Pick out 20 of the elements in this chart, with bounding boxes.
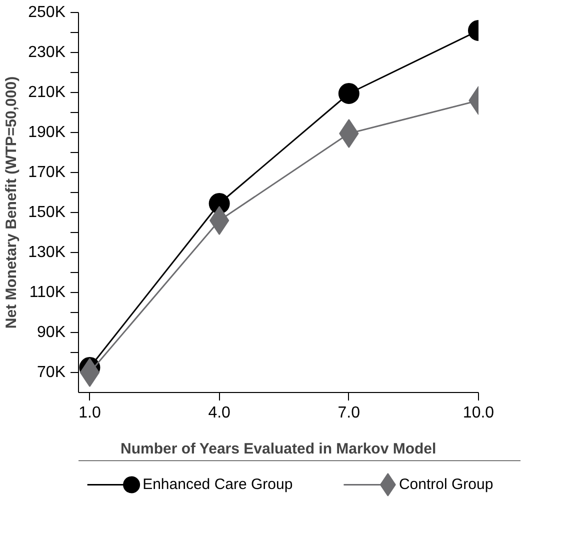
point — [80, 358, 100, 387]
x-tick-label: 1.0 — [78, 404, 101, 422]
legend-label: Control Group — [398, 476, 494, 494]
y-tick-label: 250K — [28, 4, 66, 21]
y-axis-title: Net Monetary Benefit (WTP=50,000) — [3, 76, 20, 329]
y-tick-label: 90K — [37, 324, 66, 341]
y-tick-label: 190K — [28, 124, 66, 141]
y-tick-label: 210K — [28, 84, 66, 101]
x-tick-label: 4.0 — [208, 404, 231, 422]
y-tick-label: 150K — [28, 204, 66, 221]
x-tick-label: 7.0 — [338, 404, 360, 422]
y-tick-label: 70K — [37, 364, 66, 381]
y-tick-label: 130K — [28, 244, 66, 261]
x-tick-label: 10.0 — [462, 404, 494, 422]
legend-label: Enhanced Care Group — [142, 476, 293, 494]
x-axis-title: Number of Years Evaluated in Markov Model — [120, 440, 436, 458]
point — [209, 206, 230, 235]
y-tick-label: 110K — [29, 284, 66, 301]
y-tick-label: 230K — [28, 44, 66, 61]
y-tick-label: 170K — [28, 164, 66, 181]
